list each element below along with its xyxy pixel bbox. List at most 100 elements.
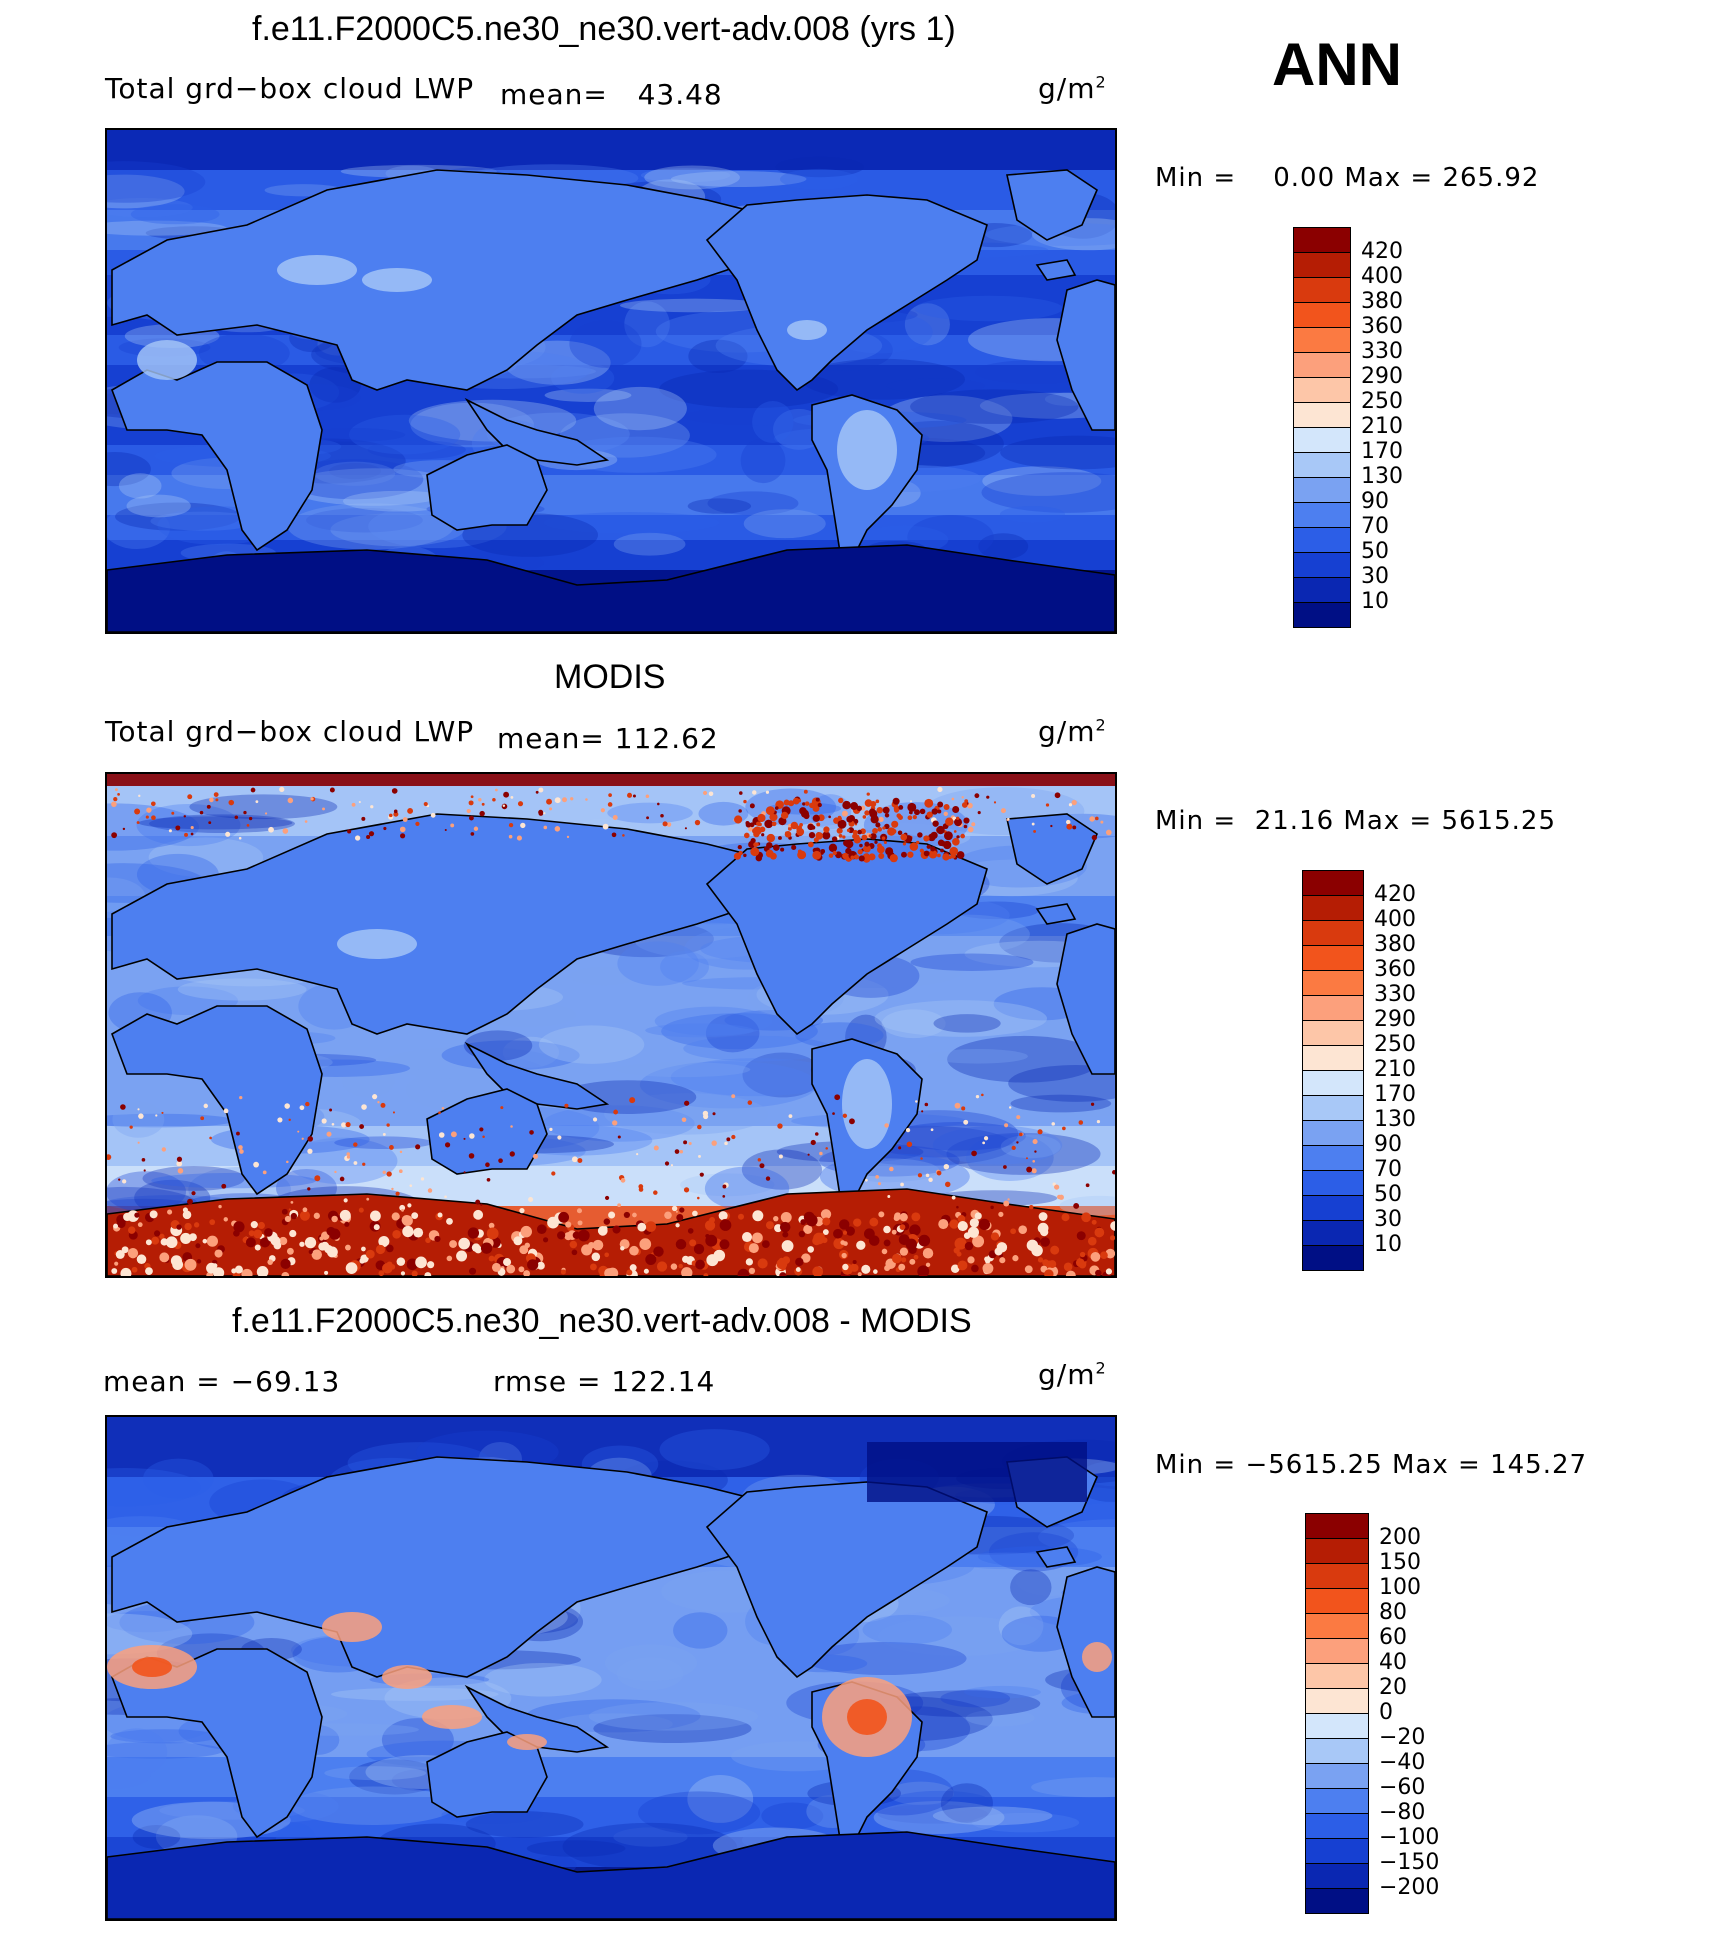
speckle xyxy=(951,1195,956,1200)
panel-2-title: MODIS xyxy=(554,658,666,696)
continents xyxy=(107,1456,1115,1919)
texture-blob xyxy=(544,388,632,402)
speckle xyxy=(909,842,919,851)
texture-blob xyxy=(503,340,611,385)
colorbar-label: 400 xyxy=(1374,907,1416,932)
speckle xyxy=(697,1196,700,1200)
speckle xyxy=(709,1216,716,1223)
texture-blob xyxy=(342,490,456,512)
speckle xyxy=(195,1243,201,1249)
colorbar-swatch xyxy=(1305,1563,1369,1589)
texture-blob xyxy=(118,473,162,499)
speckle xyxy=(779,1272,787,1276)
speckle xyxy=(863,1228,875,1240)
speckle xyxy=(161,1111,164,1114)
speckle xyxy=(812,814,820,822)
speckle xyxy=(506,1264,516,1274)
speckle xyxy=(743,799,747,804)
speckle xyxy=(684,827,687,830)
speckle xyxy=(400,1271,406,1276)
speckle xyxy=(832,850,837,856)
speckle xyxy=(111,832,118,839)
speckle xyxy=(122,1179,127,1184)
texture-blob xyxy=(132,1824,181,1849)
colorbar-label: 330 xyxy=(1361,339,1403,364)
speckle xyxy=(543,812,546,815)
speckle xyxy=(488,1222,495,1229)
continent-seasia xyxy=(464,1041,610,1110)
texture-blob xyxy=(543,512,720,534)
texture-blob xyxy=(878,1616,1043,1656)
speckle xyxy=(881,836,886,840)
speckle xyxy=(878,1211,885,1218)
texture-blob xyxy=(107,174,185,209)
speckle xyxy=(480,1242,493,1254)
speckle xyxy=(570,797,574,801)
speckle xyxy=(1081,1212,1091,1223)
texture-blob xyxy=(881,1009,946,1039)
speckle xyxy=(425,1237,431,1244)
speckle xyxy=(307,1148,313,1154)
speckle xyxy=(470,832,475,836)
speckle xyxy=(527,1259,539,1271)
speckle xyxy=(1000,808,1006,814)
panel-2-mean: mean= 112.62 xyxy=(497,722,719,755)
texture-blob xyxy=(910,389,1079,424)
speckle xyxy=(675,1223,680,1228)
colorbar-swatch xyxy=(1293,227,1351,253)
speckle xyxy=(849,1118,855,1125)
texture-blob xyxy=(334,1136,433,1149)
speckle xyxy=(937,801,944,808)
texture-blob xyxy=(964,1685,1041,1699)
speckle xyxy=(214,1249,223,1258)
speckle xyxy=(372,1094,378,1100)
texture-blob xyxy=(1010,1094,1112,1113)
speckle xyxy=(792,797,800,805)
texture-blob xyxy=(940,1783,993,1823)
speckle xyxy=(208,821,212,825)
speckle xyxy=(902,842,907,846)
speckle xyxy=(688,1142,692,1146)
speckle xyxy=(351,802,356,807)
speckle xyxy=(228,799,235,806)
texture-blob xyxy=(107,1171,187,1213)
speckle xyxy=(683,1187,690,1193)
speckle xyxy=(653,1190,658,1195)
speckle xyxy=(943,840,952,850)
speckle xyxy=(920,1157,923,1160)
units-exponent: 2 xyxy=(1095,715,1107,735)
colorbar-label: 170 xyxy=(1361,439,1403,464)
texture-blob xyxy=(189,794,338,820)
speckle xyxy=(385,1244,394,1253)
texture-blob xyxy=(886,378,986,394)
texture-blob xyxy=(932,1125,1063,1165)
panel-2-map-svg xyxy=(107,774,1115,1276)
speckle xyxy=(449,1240,458,1248)
speckle xyxy=(662,821,668,827)
texture-blob xyxy=(638,1791,761,1835)
texture-blob xyxy=(644,165,740,190)
speckle xyxy=(375,1244,386,1255)
speckle xyxy=(780,811,789,820)
texture-blob xyxy=(502,1036,560,1068)
speckle xyxy=(115,1250,125,1259)
speckle xyxy=(446,1217,453,1225)
continent-antarctic xyxy=(107,544,1115,632)
speckle xyxy=(170,1255,182,1267)
speckle xyxy=(949,1219,959,1229)
speckle xyxy=(777,1123,783,1129)
speckle xyxy=(478,798,482,802)
speckle xyxy=(841,1252,847,1259)
texture-blob xyxy=(775,156,865,178)
speckle xyxy=(1096,1119,1101,1124)
speckle xyxy=(805,1214,818,1227)
texture-blob xyxy=(683,1035,834,1062)
speckle xyxy=(930,1128,934,1132)
speckle xyxy=(401,1208,404,1212)
speckle xyxy=(670,1164,674,1167)
speckle xyxy=(536,1261,545,1270)
speckle xyxy=(492,798,496,802)
continent-africa xyxy=(111,361,323,552)
texture-blob xyxy=(882,1690,1041,1717)
speckle xyxy=(176,1160,183,1167)
